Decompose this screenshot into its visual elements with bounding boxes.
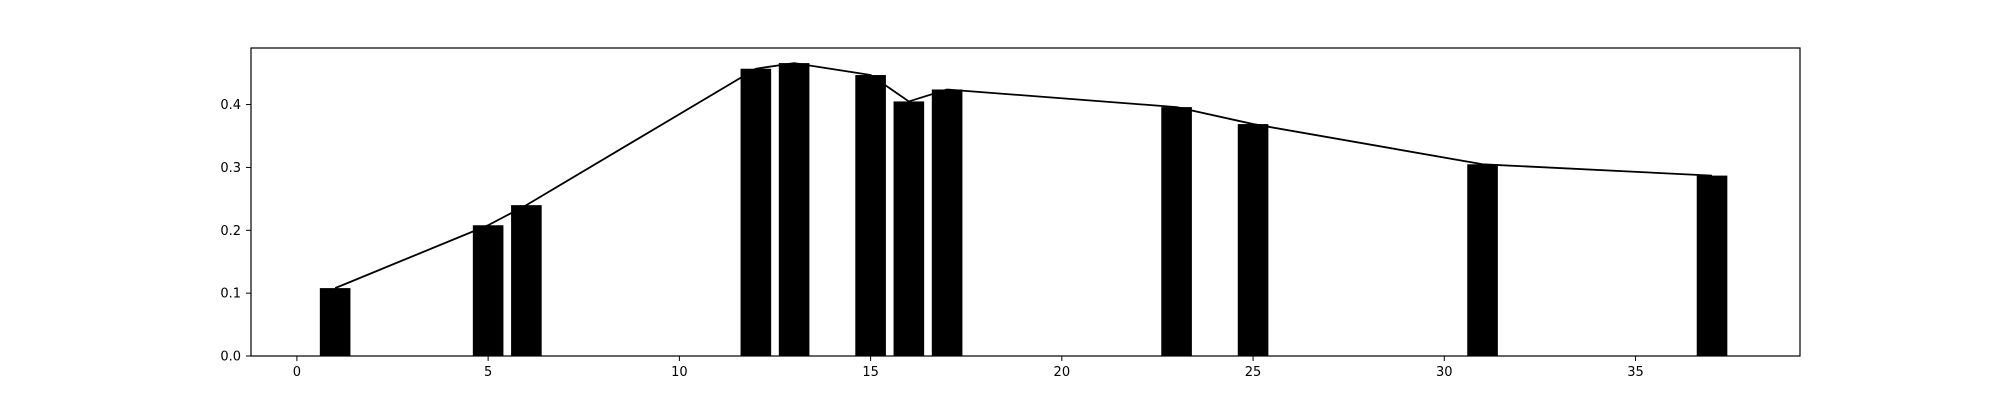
bar-13	[778, 63, 810, 357]
line-series	[334, 62, 1713, 289]
bar-1	[319, 288, 351, 356]
y-tick-label: 0.4	[220, 98, 241, 113]
bar-5	[472, 225, 504, 356]
bar-23	[1161, 107, 1192, 356]
bar-16	[893, 101, 925, 357]
bar-15	[855, 75, 886, 356]
x-tick-label: 5	[484, 365, 492, 380]
plot-frame	[250, 47, 1801, 357]
bar-25	[1237, 124, 1269, 356]
x-tick-label: 35	[1627, 365, 1644, 380]
x-tick-label: 10	[671, 365, 688, 380]
bar-17	[931, 89, 963, 357]
bar-6	[511, 205, 542, 356]
x-tick-label: 25	[1245, 365, 1262, 380]
bar-37	[1696, 175, 1728, 356]
x-tick-label: 20	[1054, 365, 1071, 380]
y-tick-label: 0.1	[220, 287, 241, 302]
y-tick-label: 0.0	[220, 350, 241, 365]
bars	[319, 63, 1728, 357]
line-series-path	[334, 62, 1713, 289]
x-axis: 0 5 10 15 20 25 30 35	[293, 356, 1644, 380]
y-tick-label: 0.3	[220, 161, 241, 176]
y-tick-label: 0.2	[220, 224, 241, 239]
x-tick-label: 30	[1436, 365, 1453, 380]
bar-12	[740, 68, 772, 357]
bar-31	[1467, 164, 1498, 356]
y-axis: 0.0 0.1 0.2 0.3 0.4	[220, 98, 251, 365]
x-tick-label: 15	[862, 365, 879, 380]
x-tick-label: 0	[293, 365, 301, 380]
